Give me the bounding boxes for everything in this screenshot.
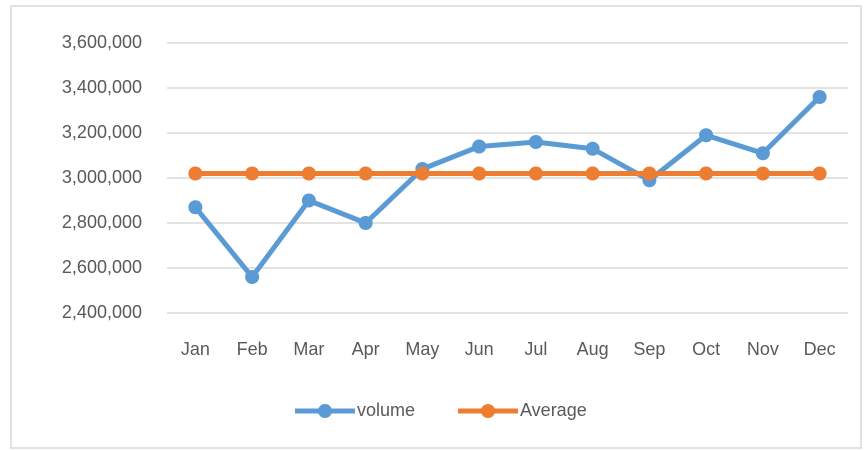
x-tick-label: Sep (633, 339, 665, 359)
data-point (528, 135, 543, 149)
legend-marker (318, 404, 332, 418)
y-tick-label: 2,600,000 (62, 257, 142, 277)
data-point (585, 141, 600, 156)
data-point (472, 139, 487, 154)
x-tick-label: Oct (692, 339, 720, 359)
x-tick-label: Nov (747, 339, 779, 359)
y-tick-label: 3,600,000 (62, 32, 142, 52)
data-point (301, 166, 316, 181)
data-point (472, 166, 487, 181)
data-point (699, 128, 714, 143)
y-tick-label: 2,400,000 (62, 302, 142, 322)
chart-frame (10, 5, 862, 449)
data-point (188, 166, 203, 181)
x-tick-label: Aug (577, 339, 609, 359)
x-tick-label: May (405, 339, 439, 359)
data-point (812, 90, 827, 104)
legend-label: volume (357, 400, 415, 420)
x-tick-label: Apr (352, 339, 380, 359)
data-point (528, 166, 543, 181)
x-tick-label: Jun (465, 339, 494, 359)
y-tick-label: 3,000,000 (62, 167, 142, 187)
x-tick-label: Mar (293, 339, 324, 359)
data-point (755, 146, 770, 161)
x-tick-label: Dec (804, 339, 836, 359)
data-point (188, 200, 203, 215)
data-point (642, 166, 657, 181)
data-point (245, 270, 260, 284)
data-point (699, 166, 714, 181)
data-point (415, 166, 430, 181)
data-point (301, 193, 316, 208)
data-point (358, 166, 373, 181)
data-point (755, 166, 770, 181)
y-tick-label: 3,200,000 (62, 122, 142, 142)
data-point (585, 166, 600, 181)
legend-label: Average (520, 400, 587, 420)
x-tick-label: Feb (237, 339, 268, 359)
x-tick-label: Jul (524, 339, 547, 359)
y-tick-label: 2,800,000 (62, 212, 142, 232)
x-tick-label: Jan (181, 339, 210, 359)
series-line (193, 95, 822, 280)
y-tick-label: 3,400,000 (62, 77, 142, 97)
legend-marker (481, 404, 495, 418)
data-point (812, 166, 827, 181)
data-point (358, 216, 373, 230)
data-point (245, 166, 260, 181)
